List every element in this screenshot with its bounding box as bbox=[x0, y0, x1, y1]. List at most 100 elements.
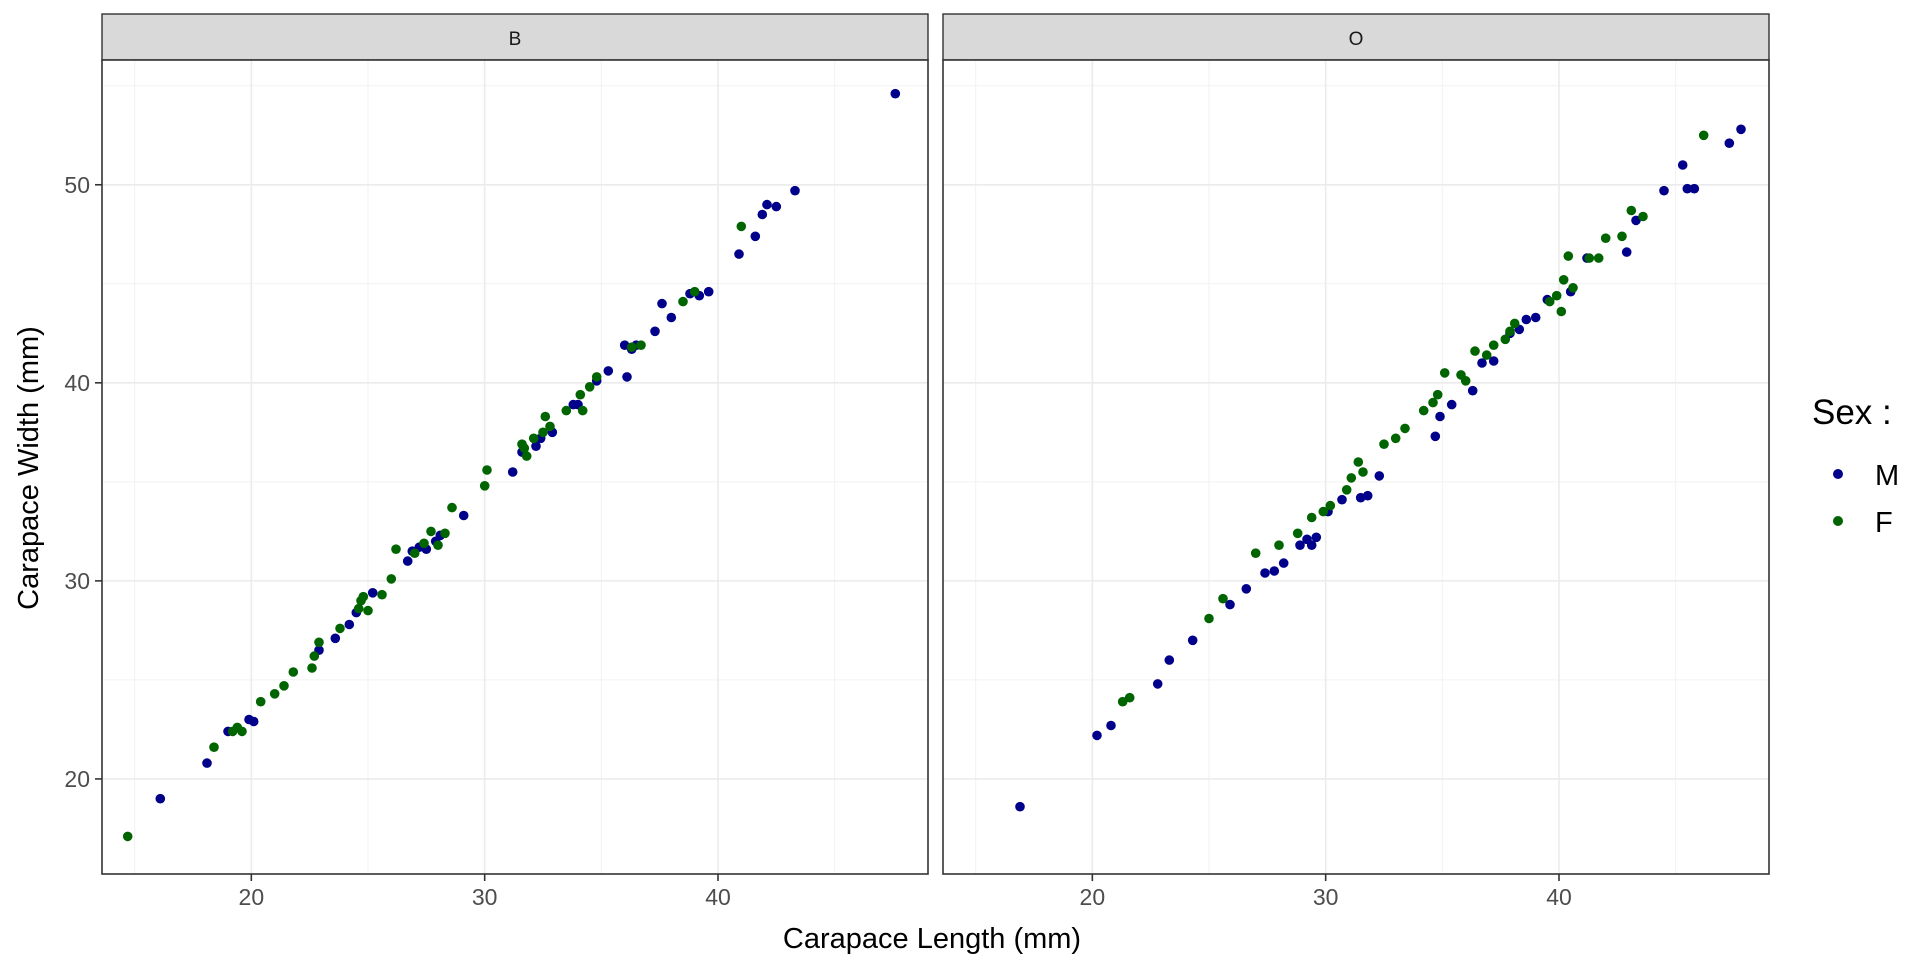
data-point bbox=[519, 443, 530, 454]
data-point bbox=[1439, 368, 1450, 378]
x-tick-label: 30 bbox=[1313, 884, 1339, 910]
data-point bbox=[1724, 138, 1735, 148]
data-point bbox=[479, 481, 490, 491]
data-point bbox=[1505, 326, 1515, 337]
data-point bbox=[1432, 389, 1443, 400]
data-point bbox=[678, 296, 688, 307]
data-point bbox=[1593, 253, 1604, 263]
data-point bbox=[650, 326, 660, 337]
data-point bbox=[1638, 211, 1648, 222]
data-point bbox=[1626, 205, 1637, 216]
data-point bbox=[736, 221, 747, 232]
data-point bbox=[1204, 613, 1214, 624]
data-point bbox=[309, 651, 320, 661]
data-point bbox=[1152, 679, 1163, 689]
data-point bbox=[1488, 356, 1499, 366]
y-axis-ticks: 20 30 40 50 bbox=[64, 172, 102, 792]
data-point bbox=[155, 793, 166, 804]
x-tick-label: 20 bbox=[239, 884, 265, 910]
x-axis-title: Carapace Length (mm) bbox=[783, 923, 1081, 955]
panel-O: O bbox=[942, 13, 1770, 875]
x-axis-ticks: 20 30 40 20 30 40 bbox=[239, 874, 1572, 910]
data-point bbox=[1250, 548, 1261, 558]
data-point bbox=[1241, 584, 1252, 594]
data-point bbox=[531, 441, 541, 452]
data-point bbox=[1278, 558, 1289, 568]
data-point bbox=[1124, 692, 1135, 703]
y-axis-title: Carapace Width (mm) bbox=[13, 326, 45, 610]
data-point bbox=[391, 544, 401, 554]
data-point bbox=[307, 663, 317, 673]
data-point bbox=[122, 831, 133, 842]
data-point bbox=[1682, 183, 1693, 194]
data-point bbox=[1617, 231, 1627, 242]
legend-label-M: M bbox=[1875, 460, 1899, 492]
data-point bbox=[591, 372, 602, 382]
data-point bbox=[1400, 423, 1410, 434]
data-point bbox=[1556, 306, 1567, 317]
data-point bbox=[1428, 397, 1438, 408]
panel-background bbox=[943, 60, 1769, 874]
data-point bbox=[762, 199, 772, 210]
data-point bbox=[507, 467, 518, 477]
data-point bbox=[1460, 376, 1471, 386]
legend-entries: MF bbox=[1833, 460, 1899, 539]
data-point bbox=[1015, 801, 1025, 812]
data-point bbox=[521, 451, 532, 461]
data-point bbox=[1631, 215, 1641, 226]
data-point bbox=[386, 574, 397, 584]
data-point bbox=[1292, 528, 1303, 539]
data-point bbox=[750, 231, 761, 242]
data-point bbox=[314, 637, 324, 648]
panel-border bbox=[942, 59, 1770, 875]
data-point bbox=[377, 589, 387, 600]
legend: Sex : MF bbox=[1812, 393, 1899, 539]
data-point bbox=[577, 405, 588, 416]
data-point bbox=[1470, 346, 1480, 356]
facet-strip-label: B bbox=[509, 29, 522, 50]
data-point bbox=[689, 286, 700, 297]
data-point bbox=[482, 465, 492, 475]
data-point bbox=[603, 366, 614, 376]
data-point bbox=[1736, 124, 1746, 135]
series-M bbox=[1015, 124, 1746, 812]
data-point bbox=[1362, 490, 1373, 501]
facet-strip-label: O bbox=[1349, 29, 1364, 50]
data-point bbox=[1584, 253, 1595, 263]
data-point bbox=[1698, 130, 1709, 141]
x-tick-label: 40 bbox=[705, 884, 731, 910]
data-point bbox=[344, 619, 355, 630]
panel-B: B bbox=[101, 13, 929, 875]
data-point bbox=[1544, 296, 1555, 307]
data-point bbox=[1341, 485, 1352, 495]
data-point bbox=[1306, 512, 1317, 523]
data-point bbox=[1318, 506, 1329, 517]
x-tick-label: 20 bbox=[1080, 884, 1106, 910]
legend-key-M bbox=[1833, 469, 1843, 479]
data-point bbox=[1677, 160, 1688, 170]
data-point bbox=[1117, 696, 1128, 707]
y-tick-label: 20 bbox=[64, 766, 90, 792]
data-point bbox=[1390, 433, 1401, 444]
data-point bbox=[1509, 318, 1520, 329]
legend-key-F bbox=[1833, 516, 1843, 526]
data-point bbox=[409, 548, 420, 558]
data-point bbox=[1488, 340, 1499, 351]
data-point bbox=[1435, 411, 1445, 422]
data-point bbox=[255, 696, 266, 707]
data-point bbox=[538, 427, 548, 438]
data-point bbox=[433, 540, 443, 550]
y-tick-label: 50 bbox=[64, 172, 90, 198]
data-point bbox=[1164, 655, 1175, 665]
data-point bbox=[626, 342, 637, 353]
data-point bbox=[1358, 467, 1368, 477]
data-point bbox=[1311, 532, 1322, 543]
data-point bbox=[209, 742, 219, 752]
data-point bbox=[458, 510, 469, 521]
series-F bbox=[122, 221, 747, 842]
gridlines bbox=[943, 60, 1769, 874]
data-point bbox=[1374, 471, 1385, 481]
data-point bbox=[1500, 334, 1511, 345]
